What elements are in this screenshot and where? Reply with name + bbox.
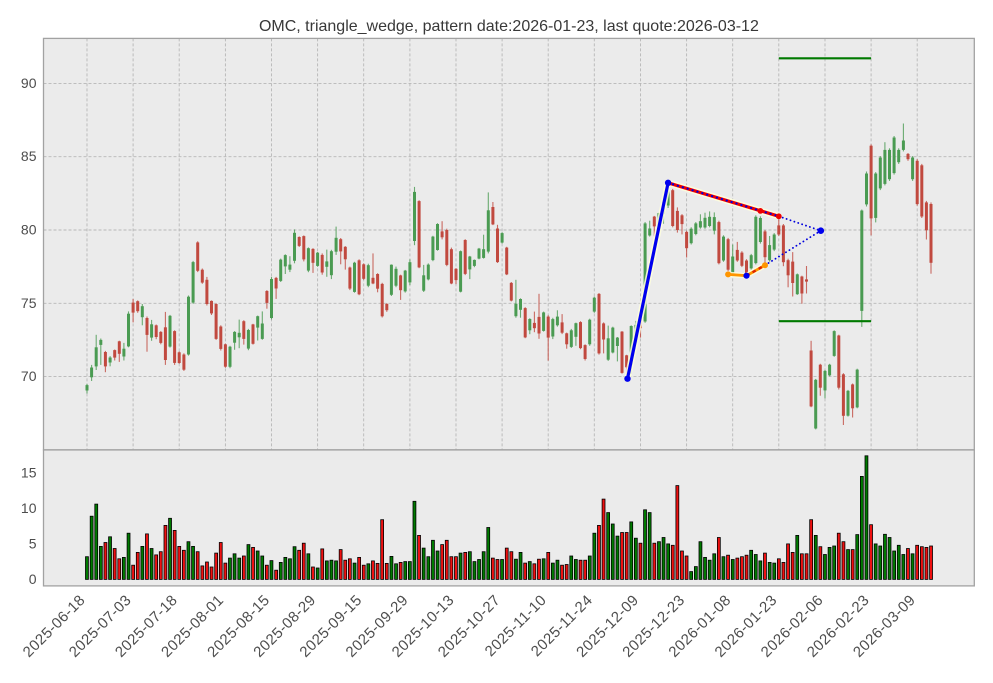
svg-text:10: 10 (21, 500, 37, 516)
svg-text:0: 0 (29, 571, 37, 587)
svg-text:75: 75 (21, 295, 37, 311)
svg-text:OMC, triangle_wedge, pattern d: OMC, triangle_wedge, pattern date:2026-0… (259, 18, 759, 35)
svg-text:70: 70 (21, 368, 37, 384)
svg-text:85: 85 (21, 148, 37, 164)
svg-text:5: 5 (29, 535, 37, 551)
svg-text:15: 15 (21, 464, 37, 480)
svg-text:90: 90 (21, 75, 37, 91)
svg-text:80: 80 (21, 222, 37, 238)
